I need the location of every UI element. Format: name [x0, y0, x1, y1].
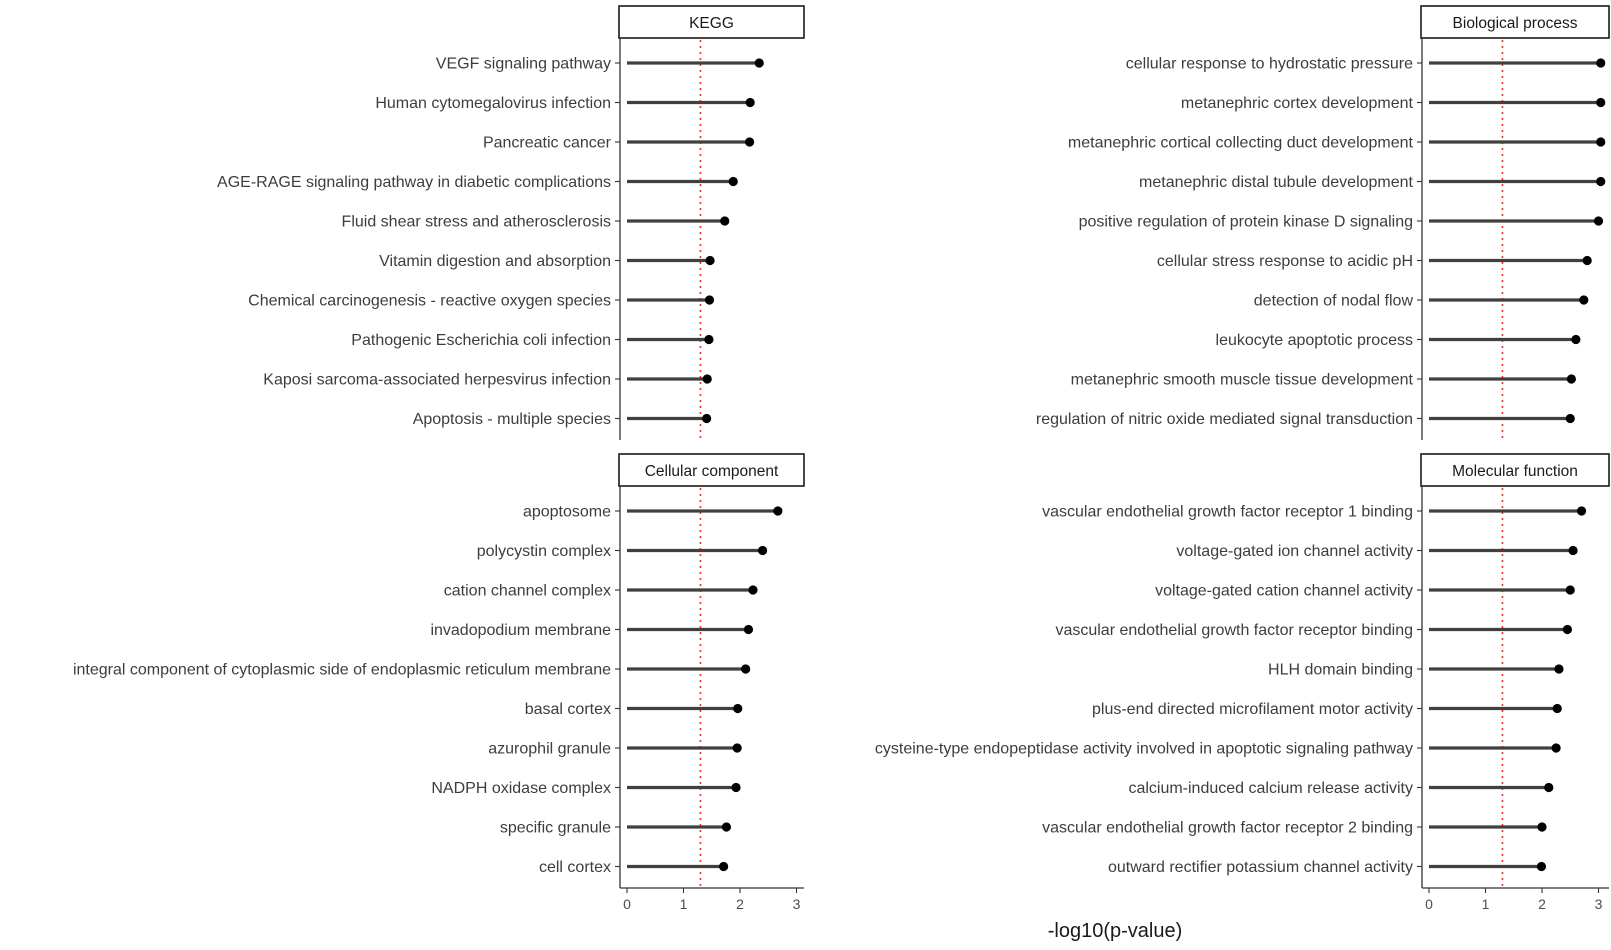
- lollipop-point: [1576, 506, 1587, 516]
- category-label: Apoptosis - multiple species: [413, 411, 611, 428]
- lollipop-point: [741, 664, 751, 674]
- lollipop-point: [720, 216, 730, 226]
- lollipop-point: [1596, 97, 1606, 108]
- category-label: metanephric cortex development: [1181, 95, 1414, 112]
- category-label: AGE-RAGE signaling pathway in diabetic c…: [217, 174, 611, 191]
- category-label: azurophil granule: [488, 741, 611, 758]
- x-tick-label: 0: [1425, 896, 1433, 912]
- lollipop-point: [745, 97, 755, 108]
- lollipop-point: [1596, 58, 1606, 68]
- lollipop-point: [1596, 137, 1606, 147]
- lollipop-point: [1537, 822, 1547, 832]
- category-label: Pancreatic cancer: [483, 135, 612, 152]
- category-label: detection of nodal flow: [1254, 293, 1414, 310]
- category-label: apoptosome: [523, 504, 611, 521]
- category-label: regulation of nitric oxide mediated sign…: [1036, 411, 1413, 428]
- lollipop-point: [1544, 782, 1554, 793]
- facet-strip-kegg: [618, 5, 805, 39]
- x-tick-label: 0: [623, 896, 631, 912]
- lollipop-point: [1551, 743, 1561, 753]
- facet-title-molecular-function: Molecular function: [1452, 463, 1578, 480]
- facet-title-biological-process: Biological process: [1453, 15, 1578, 32]
- lollipop-point: [1565, 585, 1575, 595]
- category-label: Kaposi sarcoma-associated herpesvirus in…: [263, 372, 611, 389]
- x-tick-label: 3: [793, 896, 801, 912]
- category-label: polycystin complex: [477, 543, 611, 560]
- lollipop-point: [733, 703, 743, 714]
- lollipop-point: [719, 861, 729, 872]
- lollipop-point: [702, 413, 712, 424]
- facet-title-cellular-component: Cellular component: [645, 463, 779, 480]
- category-label: VEGF signaling pathway: [436, 56, 611, 73]
- category-label: metanephric smooth muscle tissue develop…: [1071, 372, 1414, 389]
- category-label: Vitamin digestion and absorption: [379, 253, 611, 270]
- lollipop-point: [1566, 374, 1576, 384]
- category-label: basal cortex: [525, 701, 611, 718]
- lollipop-point: [1565, 413, 1575, 424]
- lollipop-point: [748, 585, 758, 595]
- category-label: plus-end directed microfilament motor ac…: [1092, 701, 1413, 718]
- facet-strip-molecular-function: [1420, 453, 1610, 487]
- category-label: metanephric cortical collecting duct dev…: [1068, 135, 1414, 152]
- lollipop-point: [1582, 255, 1592, 266]
- lollipop-point: [1552, 703, 1562, 714]
- category-label: cell cortex: [539, 859, 611, 876]
- lollipop-point: [704, 334, 714, 345]
- lollipop-point: [1568, 545, 1578, 556]
- lollipop-point: [1536, 861, 1547, 872]
- category-label: vascular endothelial growth factor recep…: [1042, 820, 1413, 837]
- category-label: Pathogenic Escherichia coli infection: [351, 332, 611, 349]
- x-tick-label: 3: [1595, 896, 1603, 912]
- lollipop-point: [1593, 216, 1604, 226]
- category-label: cysteine-type endopeptidase activity inv…: [875, 741, 1413, 758]
- category-label: calcium-induced calcium release activity: [1128, 780, 1413, 797]
- category-label: Fluid shear stress and atherosclerosis: [342, 214, 611, 231]
- category-label: NADPH oxidase complex: [431, 780, 611, 797]
- lollipop-point: [1554, 664, 1564, 674]
- category-label: integral component of cytoplasmic side o…: [73, 662, 611, 679]
- lollipop-point: [1596, 176, 1606, 187]
- facet-strip-cellular-component: [618, 453, 805, 487]
- category-label: Chemical carcinogenesis - reactive oxyge…: [248, 293, 611, 310]
- category-label: positive regulation of protein kinase D …: [1079, 214, 1413, 231]
- x-axis-title: -log10(p-value): [1048, 920, 1183, 942]
- lollipop-point: [728, 176, 738, 187]
- category-label: vascular endothelial growth factor recep…: [1042, 504, 1413, 521]
- facet-title-kegg: KEGG: [689, 15, 734, 32]
- category-label: cellular stress response to acidic pH: [1157, 253, 1413, 270]
- category-label: voltage-gated cation channel activity: [1155, 583, 1413, 600]
- category-label: cation channel complex: [444, 583, 611, 600]
- lollipop-point: [1571, 334, 1581, 345]
- category-label: Human cytomegalovirus infection: [375, 95, 611, 112]
- lollipop-point: [758, 545, 768, 556]
- lollipop-point: [743, 624, 754, 635]
- x-tick-label: 1: [1482, 896, 1490, 912]
- lollipop-point: [705, 255, 715, 266]
- lollipop-point: [731, 782, 741, 793]
- facet-strip-biological-process: [1420, 5, 1610, 39]
- lollipop-point: [1562, 624, 1573, 635]
- category-label: leukocyte apoptotic process: [1216, 332, 1413, 349]
- category-label: invadopodium membrane: [430, 622, 611, 639]
- lollipop-point: [732, 743, 742, 753]
- lollipop-point: [704, 295, 715, 305]
- lollipop-point: [702, 374, 712, 384]
- category-label: vascular endothelial growth factor recep…: [1055, 622, 1413, 639]
- lollipop-point: [1579, 295, 1589, 305]
- x-tick-label: 2: [1538, 896, 1546, 912]
- category-label: metanephric distal tubule development: [1139, 174, 1414, 191]
- lollipop-point: [721, 822, 732, 832]
- category-label: specific granule: [500, 820, 611, 837]
- category-label: HLH domain binding: [1268, 662, 1413, 679]
- x-tick-label: 2: [736, 896, 744, 912]
- category-label: voltage-gated ion channel activity: [1176, 543, 1413, 560]
- lollipop-point: [754, 58, 764, 68]
- category-label: cellular response to hydrostatic pressur…: [1126, 56, 1413, 73]
- x-tick-label: 1: [680, 896, 688, 912]
- category-label: outward rectifier potassium channel acti…: [1108, 859, 1413, 876]
- lollipop-point: [745, 137, 755, 147]
- lollipop-point: [773, 506, 783, 516]
